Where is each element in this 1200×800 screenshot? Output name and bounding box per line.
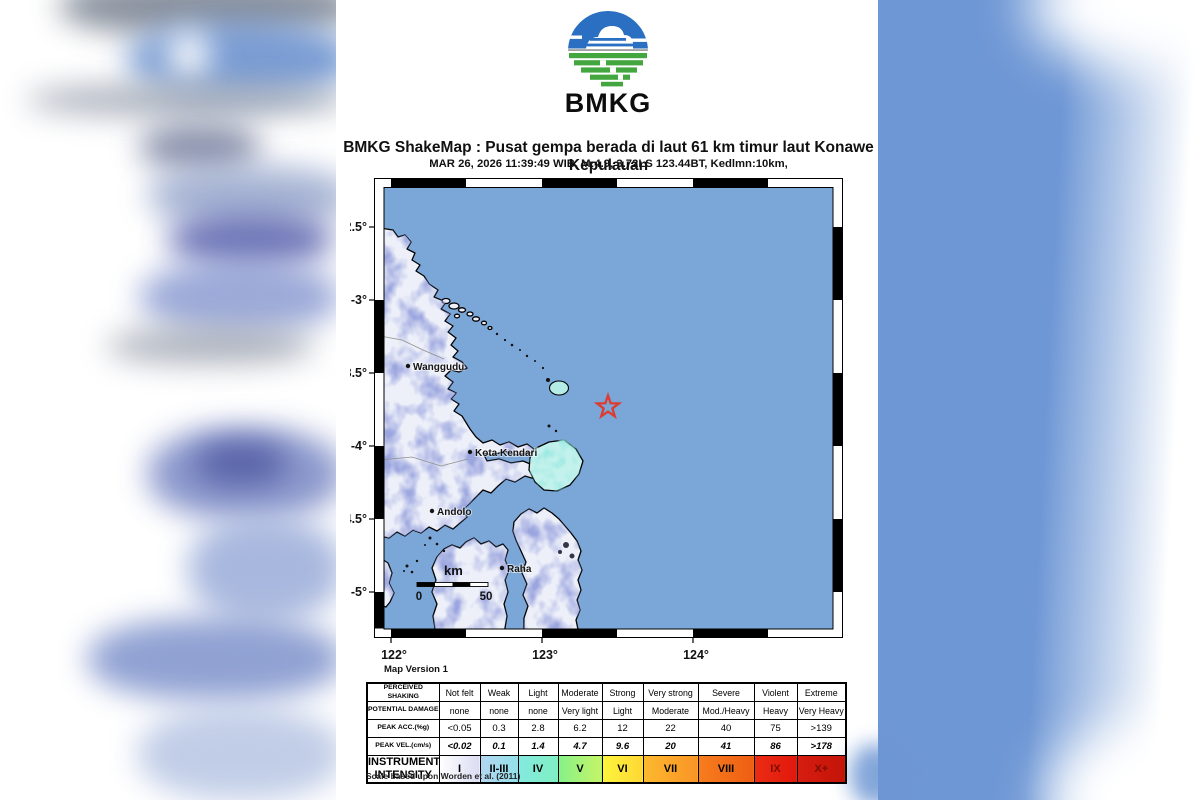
- scale-footnote: Scale based upon Worden et al. (2011): [366, 771, 521, 781]
- y-axis-tick-label: -4°: [351, 439, 367, 453]
- row-label: PEAK VEL.(cm/s): [366, 737, 440, 756]
- blurred-left-background: [0, 0, 336, 800]
- table-row-peak-acc: PEAK ACC.(%g) <0.05 0.3 2.8 6.2 12 22 40…: [366, 719, 847, 738]
- y-axis-tick-label: -3°: [351, 293, 367, 307]
- epicenter-star-icon: [593, 391, 623, 420]
- city-markers: Wanggudu Kota Kendari Andolo Raha: [405, 361, 538, 576]
- intensity-table: PERCEIVED SHAKING Not felt Weak Light Mo…: [366, 682, 847, 785]
- shakemap-subtitle: MAR 26, 2026 11:39:49 WIB, M:4.9, 3.72LS…: [429, 158, 788, 170]
- city-label: Kota Kendari: [475, 448, 537, 459]
- x-axis-labels: 122° 123° 124°: [381, 648, 709, 662]
- svg-text:km: km: [444, 563, 463, 578]
- row-label: POTENTIAL DAMAGE: [366, 701, 440, 720]
- city-label: Wanggudu: [413, 362, 464, 373]
- table-row-perceived-shaking: PERCEIVED SHAKING Not felt Weak Light Mo…: [366, 682, 847, 702]
- bottom-blue-smudge: [850, 744, 902, 800]
- admin-boundaries: [384, 336, 469, 467]
- row-label: PERCEIVED SHAKING: [366, 682, 440, 702]
- felt-intensity-islands: [528, 380, 584, 492]
- shakemap-title: BMKG ShakeMap : Pusat gempa berada di la…: [343, 139, 874, 174]
- table-row-instrumental-intensity: INSTRUMENTAL INTENSITY I II-III IV V VI …: [366, 755, 847, 784]
- bmkg-logo-text: BMKG: [564, 88, 652, 118]
- scale-bar: km 0 50: [416, 563, 493, 603]
- city-label: Andolo: [437, 507, 471, 518]
- y-axis-labels: -2.5° -3° -3.5° -4° -4.5° -5°: [350, 220, 367, 599]
- y-axis-tick-label: -5°: [351, 585, 367, 599]
- row-label: PEAK ACC.(%g): [366, 719, 440, 738]
- y-axis-tick-label: -3.5°: [350, 366, 367, 380]
- relief-spots: [558, 542, 575, 559]
- x-axis-tick-label: 122°: [381, 648, 407, 662]
- svg-text:50: 50: [480, 591, 493, 603]
- x-axis-tick-label: 124°: [683, 648, 709, 662]
- y-axis-tick-label: -2.5°: [350, 220, 367, 234]
- row-label: INSTRUMENTAL INTENSITY: [366, 755, 440, 784]
- bmkg-logo-icon: [568, 11, 648, 87]
- svg-text:0: 0: [416, 591, 422, 603]
- map-frame: [369, 178, 843, 643]
- shakemap-map: Wanggudu Kota Kendari Andolo Raha km 0 5…: [350, 178, 843, 675]
- small-islets: [403, 332, 558, 574]
- x-axis-tick-label: 123°: [532, 648, 558, 662]
- table-row-peak-vel: PEAK VEL.(cm/s) <0.02 0.1 1.4 4.7 9.6 20…: [366, 737, 847, 756]
- table-row-potential-damage: POTENTIAL DAMAGE none none none Very lig…: [366, 701, 847, 720]
- y-axis-tick-label: -4.5°: [350, 512, 367, 526]
- map-version-label: Map Version 1: [384, 664, 449, 675]
- blurred-right-background: [878, 0, 1200, 800]
- city-label: Raha: [507, 564, 532, 575]
